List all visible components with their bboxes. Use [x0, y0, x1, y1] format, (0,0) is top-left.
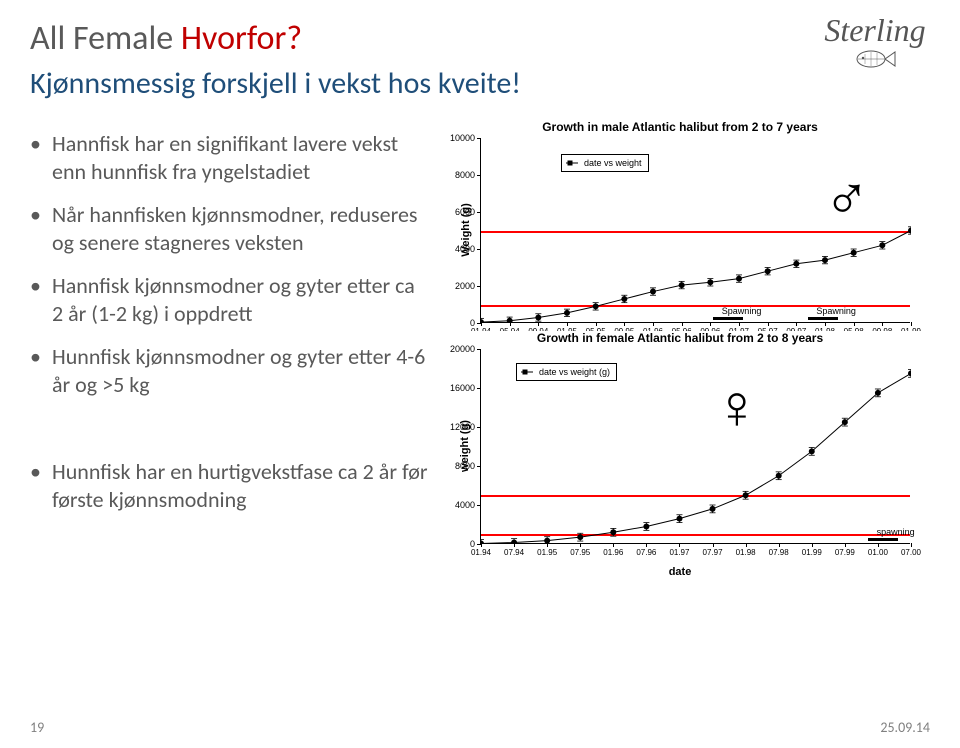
chart2-xlabel: date — [430, 566, 930, 578]
chart-male: Growth in male Atlantic halibut from 2 t… — [430, 120, 930, 323]
bullet-item: Hannfisk har en signifikant lavere vekst… — [30, 130, 430, 185]
bullet-list-1: Hannfisk har en signifikant lavere vekst… — [30, 130, 430, 398]
footer: 19 25.09.14 — [30, 719, 930, 736]
bullet-item: Hunnfisk kjønnsmodner og gyter etter 4-6… — [30, 343, 430, 398]
bullet-list-2: Hunnfisk har en hurtigvekstfase ca 2 år … — [30, 458, 430, 513]
bullets-column: Hannfisk har en signifikant lavere vekst… — [30, 120, 430, 578]
subtitle: Kjønnsmessig forskjell i vekst hos kveit… — [30, 65, 930, 102]
chart1-area: Weight (g) date vs weight ♂ 020004000600… — [480, 138, 910, 323]
bullet-item: Når hannfisken kjønnsmodner, reduseres o… — [30, 201, 430, 256]
chart2-title: Growth in female Atlantic halibut from 2… — [430, 331, 930, 345]
footer-date: 25.09.14 — [880, 719, 930, 736]
page-number: 19 — [30, 719, 44, 736]
logo-text: Sterling — [824, 16, 925, 45]
title-pre: All Female — [30, 18, 181, 59]
chart2-area: weight (g) date vs weight (g) ♀ 04000800… — [480, 349, 910, 544]
content-columns: Hannfisk har en signifikant lavere vekst… — [30, 120, 930, 578]
logo: Sterling — [810, 8, 940, 78]
fish-icon — [853, 48, 897, 70]
chart1-title: Growth in male Atlantic halibut from 2 t… — [430, 120, 930, 134]
page-title: All Female Hvorfor? — [30, 18, 930, 59]
bullet-item: Hunnfisk har en hurtigvekstfase ca 2 år … — [30, 458, 430, 513]
bullet-item: Hannfisk kjønnsmodner og gyter etter ca … — [30, 272, 430, 327]
chart-female: Growth in female Atlantic halibut from 2… — [430, 331, 930, 578]
title-accent: Hvorfor? — [181, 18, 302, 59]
charts-column: Growth in male Atlantic halibut from 2 t… — [430, 120, 930, 578]
slide: Sterling All Female Hvorfor? Kjønnsmessi… — [0, 0, 960, 748]
